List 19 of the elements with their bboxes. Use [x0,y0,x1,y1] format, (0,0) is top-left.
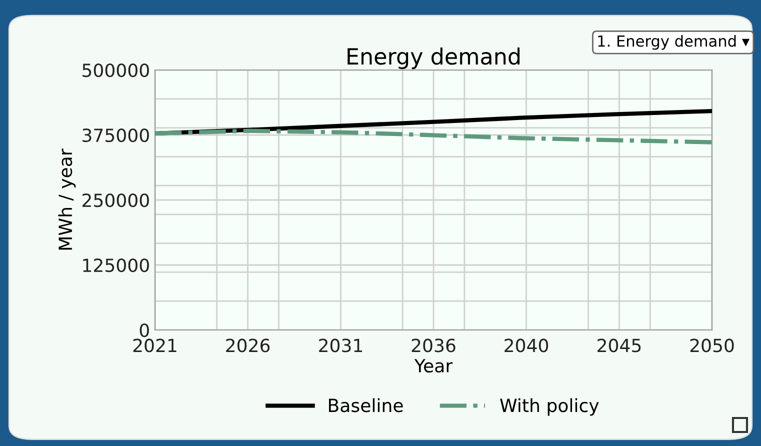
y-tick-label: 125000 [83,258,149,272]
y-tick-label: 0 [140,323,149,338]
y-tick-label: 250000 [82,193,149,208]
x-axis-title: Year [414,359,453,373]
x-tick-label: 2036 [412,338,456,352]
y-axis-title: MWh / year [58,148,76,250]
legend-label: With policy [500,398,599,416]
text: 1. Energy demand ▾ [598,34,750,50]
chart-title: Energy demand [348,48,520,70]
x-tick-label: 2040 [504,338,548,352]
x-tick-label: 2026 [226,338,270,352]
x-tick-label: 2021 [133,338,176,352]
x-tick-label: 2050 [690,338,734,352]
x-tick-label: 2045 [598,338,641,352]
x-tick-label: 2031 [319,338,362,352]
y-tick-label: 375000 [82,128,149,142]
y-tick-label: 500000 [82,63,149,78]
line-series [155,128,712,144]
legend-label: Baseline [329,398,403,412]
